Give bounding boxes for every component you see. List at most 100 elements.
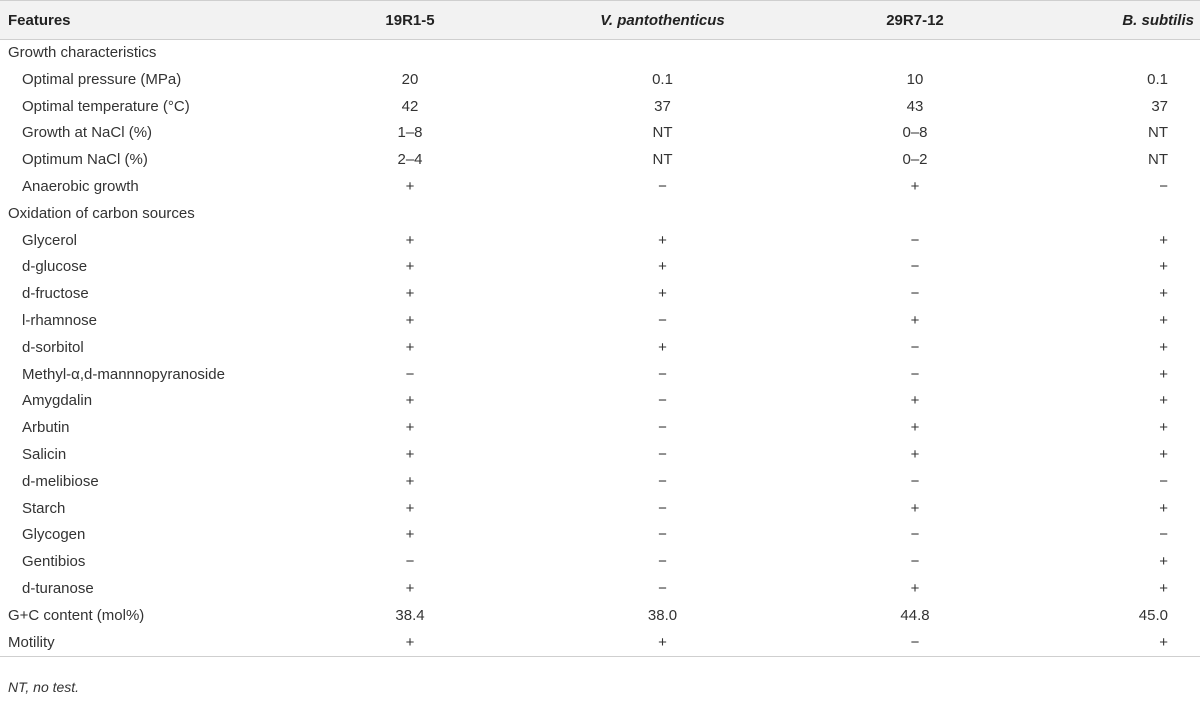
value-29r7-12: − (910, 258, 920, 276)
value-b-subtilis: + (1159, 338, 1168, 356)
value-b-subtilis: NT (1148, 124, 1168, 142)
value-b-subtilis: + (1159, 311, 1168, 329)
header-v-pantothenticus: V. pantothenticus (520, 0, 805, 40)
value-v-pantothenticus: 0.1 (652, 70, 673, 88)
table-row: Optimal pressure (MPa) 20 0.1 10 0.1 (0, 67, 1200, 94)
feature-cell: l-rhamnose (22, 311, 98, 329)
feature-cell: Oxidation of carbon sources (8, 204, 195, 222)
value-b-subtilis: + (1159, 553, 1168, 571)
table-row: d-sorbitol + + − + (0, 335, 1200, 362)
value-v-pantothenticus: − (658, 419, 667, 437)
value-v-pantothenticus: + (658, 231, 667, 249)
value-29r7-12: − (910, 365, 920, 383)
feature-cell: Optimum NaCl (%) (22, 151, 148, 169)
table-row: Motility + + − + (0, 629, 1200, 658)
feature-cell: Gentibios (22, 553, 86, 571)
table-row: Glycerol + + − + (0, 228, 1200, 255)
feature-cell: Growth characteristics (8, 44, 157, 61)
value-19r1-5 (300, 40, 520, 67)
feature-cell: Motility (0, 629, 300, 658)
feature-cell: Starch (22, 499, 66, 517)
feature-cell: d-fructose (22, 285, 89, 303)
value-b-subtilis: + (1159, 258, 1168, 276)
header-row: Features 19R1-5 V. pantothenticus 29R7-1… (0, 0, 1200, 40)
value-b-subtilis: + (1159, 392, 1168, 410)
value-19r1-5: 2–4 (397, 151, 423, 169)
feature-cell: Glycerol (22, 231, 78, 249)
value-29r7-12: − (805, 629, 1025, 658)
value-v-pantothenticus: NT (652, 151, 673, 169)
value-v-pantothenticus: + (658, 338, 667, 356)
table-container: Features 19R1-5 V. pantothenticus 29R7-1… (0, 0, 1200, 658)
value-b-subtilis: + (1159, 285, 1168, 303)
feature-cell: Arbutin (22, 419, 70, 437)
value-19r1-5: 1–8 (397, 124, 423, 142)
feature-cell: Glycogen (22, 526, 86, 544)
value-v-pantothenticus: − (658, 177, 667, 195)
value-29r7-12: − (910, 338, 920, 356)
value-v-pantothenticus: − (658, 365, 667, 383)
value-b-subtilis: + (1159, 445, 1168, 463)
value-19r1-5: − (405, 365, 415, 383)
header-b-subtilis: B. subtilis (1025, 0, 1200, 40)
value-19r1-5: − (405, 553, 415, 571)
value-19r1-5: + (405, 311, 415, 329)
table-row: Anaerobic growth + − + − (0, 174, 1200, 201)
value-29r7-12: − (910, 526, 920, 544)
value-b-subtilis: − (1159, 472, 1168, 490)
value-19r1-5: + (405, 338, 415, 356)
value-29r7-12: 0–2 (902, 151, 928, 169)
table-row: d-fructose + + − + (0, 281, 1200, 308)
value-v-pantothenticus: − (658, 445, 667, 463)
value-v-pantothenticus (520, 201, 805, 228)
value-19r1-5: + (405, 499, 415, 517)
feature-cell: Optimal temperature (°C) (22, 97, 190, 115)
value-29r7-12: 43 (906, 97, 924, 115)
feature-cell: Growth at NaCl (%) (22, 124, 153, 142)
feature-cell: d-turanose (22, 579, 94, 597)
table-row: d-melibiose + − − − (0, 469, 1200, 496)
value-b-subtilis: 37 (1151, 97, 1168, 115)
feature-cell: d-melibiose (22, 472, 99, 490)
table-row: Gentibios − − − + (0, 549, 1200, 576)
value-b-subtilis: + (1159, 231, 1168, 249)
value-29r7-12: + (910, 579, 920, 597)
value-b-subtilis: + (1025, 629, 1200, 658)
value-29r7-12: + (910, 311, 920, 329)
value-19r1-5: + (405, 231, 415, 249)
value-b-subtilis: NT (1148, 151, 1168, 169)
table-row: Methyl-α,d-mannnopyranoside − − − + (0, 362, 1200, 389)
table-row: Glycogen + − − − (0, 522, 1200, 549)
feature-cell: Optimal pressure (MPa) (22, 70, 182, 88)
table-row: Arbutin + − + + (0, 415, 1200, 442)
value-29r7-12: + (910, 445, 920, 463)
value-v-pantothenticus: − (658, 311, 667, 329)
value-29r7-12: + (910, 392, 920, 410)
table-row: Optimum NaCl (%) 2–4 NT 0–2 NT (0, 147, 1200, 174)
value-29r7-12: − (910, 231, 920, 249)
value-b-subtilis: + (1159, 499, 1168, 517)
value-b-subtilis (1025, 201, 1200, 228)
value-b-subtilis (1025, 40, 1200, 67)
value-29r7-12: + (910, 419, 920, 437)
value-29r7-12: + (910, 499, 920, 517)
value-19r1-5: + (405, 177, 415, 195)
table-row: Optimal temperature (°C) 42 37 43 37 (0, 94, 1200, 121)
value-v-pantothenticus: − (658, 472, 667, 490)
value-v-pantothenticus: − (658, 579, 667, 597)
feature-cell: Salicin (22, 445, 67, 463)
feature-cell: Amygdalin (22, 392, 93, 410)
value-v-pantothenticus: + (520, 629, 805, 658)
value-v-pantothenticus: − (658, 499, 667, 517)
value-b-subtilis: − (1159, 177, 1168, 195)
feature-cell: d-glucose (22, 258, 88, 276)
value-b-subtilis: + (1159, 579, 1168, 597)
value-19r1-5: + (405, 419, 415, 437)
value-19r1-5: 20 (401, 70, 419, 88)
value-29r7-12: 10 (906, 70, 924, 88)
table-row: d-turanose + − + + (0, 576, 1200, 603)
value-v-pantothenticus: − (658, 553, 667, 571)
value-29r7-12: − (910, 472, 920, 490)
value-b-subtilis: 45.0 (1138, 606, 1168, 624)
value-19r1-5: + (405, 285, 415, 303)
